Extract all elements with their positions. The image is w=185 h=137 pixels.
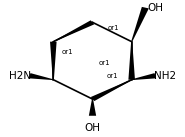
Polygon shape [128,42,135,80]
Polygon shape [132,73,156,80]
Polygon shape [131,7,149,42]
Text: OH: OH [147,3,163,13]
Text: H2N: H2N [9,71,31,81]
Text: or1: or1 [108,25,119,31]
Polygon shape [91,79,132,101]
Polygon shape [50,42,57,80]
Text: or1: or1 [99,60,110,66]
Text: OH: OH [85,123,100,133]
Polygon shape [53,20,94,42]
Text: or1: or1 [61,49,73,55]
Polygon shape [29,73,53,80]
Polygon shape [89,99,96,116]
Text: or1: or1 [107,73,118,79]
Text: NH2: NH2 [154,71,176,81]
